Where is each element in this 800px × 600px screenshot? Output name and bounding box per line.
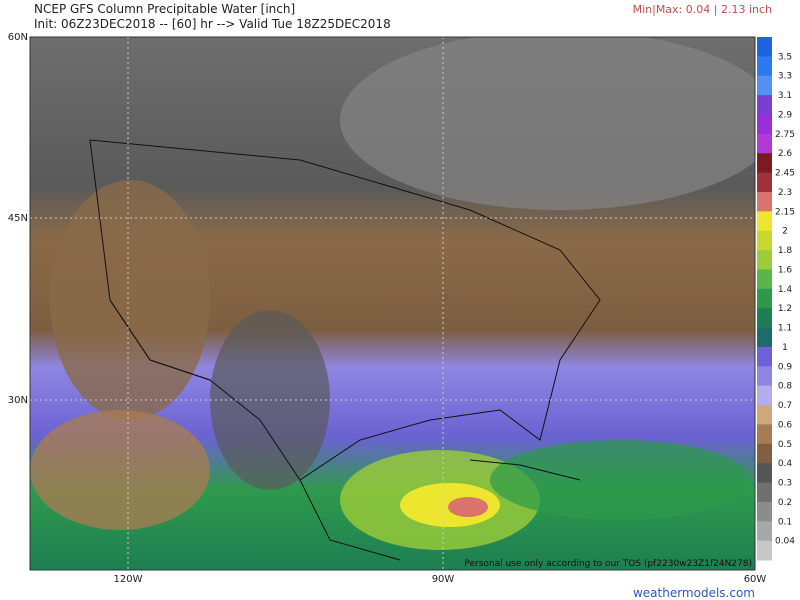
colorbar-segment xyxy=(757,385,772,406)
colorbar-label: 3.3 xyxy=(778,72,792,82)
colorbar-label: 0.1 xyxy=(778,517,792,527)
colorbar-segment xyxy=(757,424,772,445)
colorbar-label: 1.4 xyxy=(778,285,793,295)
credit[interactable]: weathermodels.com xyxy=(633,586,755,600)
colorbar-segment xyxy=(757,327,772,348)
colorbar-label: 0.2 xyxy=(778,498,792,508)
lat-label: 30N xyxy=(8,395,28,406)
colorbar-label: 1.1 xyxy=(778,324,792,334)
colorbar-segment xyxy=(757,521,772,542)
colorbar-label: 2.15 xyxy=(775,207,795,217)
colorbar-label: 3.5 xyxy=(778,52,792,62)
lat-label: 60N xyxy=(8,32,28,43)
colorbar-segment xyxy=(757,405,772,425)
colorbar-segment xyxy=(757,501,772,522)
colorbar-segment xyxy=(757,308,772,329)
lon-label: 90W xyxy=(432,574,455,585)
map-field xyxy=(30,37,755,570)
colorbar-label: 0.7 xyxy=(778,401,792,411)
colorbar-label: 1 xyxy=(782,343,788,353)
colorbar-segment xyxy=(757,211,772,232)
colorbar-label: 0.04 xyxy=(775,537,795,547)
colorbar-segment xyxy=(757,482,772,503)
colorbar-segment xyxy=(757,153,772,174)
colorbar-segment xyxy=(757,133,772,154)
colorbar-label: 1.2 xyxy=(778,304,792,314)
lon-label: 120W xyxy=(114,574,143,585)
colorbar-label: 2.45 xyxy=(775,169,795,179)
colorbar-label: 0.3 xyxy=(778,479,792,489)
colorbar-label: 0.4 xyxy=(778,459,793,469)
colorbar-label: 3.1 xyxy=(778,91,792,101)
colorbar-label: 2.6 xyxy=(778,149,793,159)
colorbar-segment xyxy=(757,95,772,115)
colorbar-label: 1.6 xyxy=(778,265,793,275)
tos-notice: Personal use only according to our TOS (… xyxy=(464,559,752,569)
colorbar-label: 2.9 xyxy=(778,110,793,120)
colorbar-segment xyxy=(757,250,772,270)
lon-label: 60W xyxy=(744,574,767,585)
colorbar-segment xyxy=(757,346,772,367)
subtitle: Init: 06Z23DEC2018 -- [60] hr --> Valid … xyxy=(34,17,391,31)
colorbar-label: 0.9 xyxy=(778,362,793,372)
colorbar-segment xyxy=(757,172,772,193)
colorbar-segment xyxy=(757,366,772,387)
colorbar-segment xyxy=(757,230,772,251)
colorbar-segment xyxy=(757,37,772,57)
colorbar-segment xyxy=(757,75,772,96)
colorbar-label: 2.75 xyxy=(775,130,795,140)
min-max: Min|Max: 0.04 | 2.13 inch xyxy=(633,3,772,16)
colorbar-label: 2.3 xyxy=(778,188,792,198)
lat-label: 45N xyxy=(8,213,28,224)
title: NCEP GFS Column Precipitable Water [inch… xyxy=(34,2,295,16)
colorbar-label: 0.5 xyxy=(778,440,792,450)
colorbar-label: 2 xyxy=(782,227,788,237)
colorbar-segment xyxy=(757,288,772,309)
colorbar-segment xyxy=(757,191,772,212)
colorbar-label: 1.8 xyxy=(778,246,793,256)
colorbar-segment xyxy=(757,114,772,135)
colorbar: 3.5 3.3 3.1 2.9 2.75 2.6 2.45 2.3 2.15 2 1.8 1.6 1.4… xyxy=(757,37,795,561)
colorbar-label: 0.8 xyxy=(778,382,793,392)
grid xyxy=(30,37,755,570)
colorbar-label: 0.6 xyxy=(778,420,793,430)
colorbar-segment xyxy=(757,540,772,561)
colorbar-segment xyxy=(757,463,772,484)
colorbar-segment xyxy=(757,443,772,464)
map-frame xyxy=(29,36,756,571)
colorbar-segment xyxy=(757,56,772,77)
colorbar-segment xyxy=(757,269,772,290)
